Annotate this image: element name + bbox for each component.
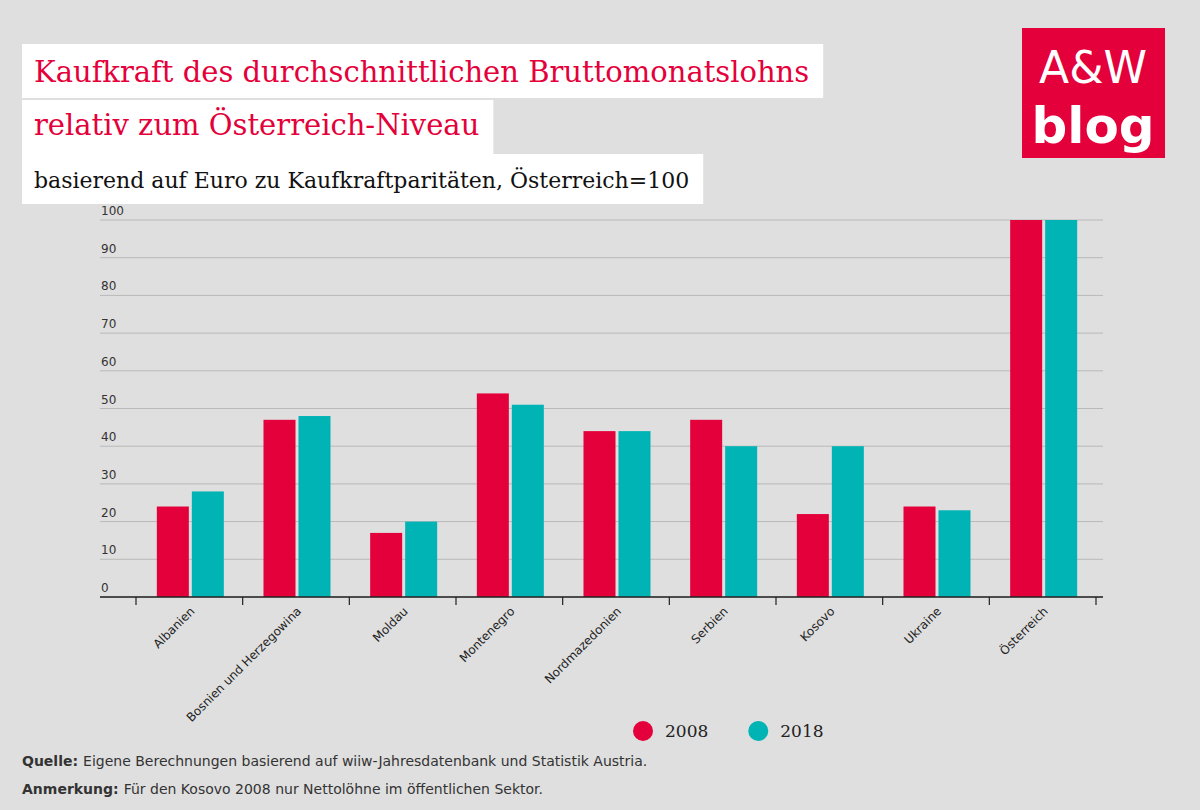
y-tick-label: 70 xyxy=(101,317,116,331)
note-text: Anmerkung: Für den Kosovo 2008 nur Nettol… xyxy=(22,781,543,797)
chart: Kaufkraft des durchschnittlichen Bruttom… xyxy=(0,0,1200,810)
x-tick xyxy=(562,597,563,605)
title-boxes xyxy=(22,44,823,204)
note-label: Anmerkung: xyxy=(22,781,119,797)
x-tick xyxy=(882,597,883,605)
x-tick xyxy=(455,597,456,605)
bar xyxy=(832,446,864,597)
subtitle: basierend auf Euro zu Kaufkraftparitäten… xyxy=(34,167,689,193)
grid-line xyxy=(100,408,1103,409)
bar xyxy=(477,393,509,597)
legend: 2008 2018 xyxy=(633,721,824,741)
legend-swatch xyxy=(633,721,653,741)
y-tick-label: 30 xyxy=(101,468,116,482)
bar xyxy=(299,416,331,597)
bar xyxy=(797,514,829,597)
x-axis-line xyxy=(100,596,1103,598)
x-tick xyxy=(1095,597,1096,605)
x-tick-label: Ukraine xyxy=(901,604,944,647)
source-label: Quelle: xyxy=(22,753,78,769)
x-tick-label: Albanien xyxy=(150,604,197,651)
logo-box xyxy=(1022,28,1165,158)
y-tick-label: 90 xyxy=(101,242,116,256)
bar xyxy=(192,491,224,597)
x-tick-label: Serbien xyxy=(688,604,730,646)
bar xyxy=(264,420,296,597)
grid-line xyxy=(100,295,1103,296)
bar xyxy=(725,446,757,597)
background xyxy=(0,0,1200,810)
x-tick xyxy=(775,597,776,605)
x-tick-label: Kosovo xyxy=(797,604,837,644)
grid-line xyxy=(100,220,1103,221)
x-tick xyxy=(349,597,350,605)
title-box xyxy=(22,100,493,154)
source-body: Eigene Berechnungen basierend auf wiiw-J… xyxy=(83,753,647,769)
x-tick-label: Moldau xyxy=(370,604,411,645)
x-tick xyxy=(242,597,243,605)
grid-line xyxy=(100,597,1103,598)
bar xyxy=(157,507,189,597)
note-body: Für den Kosovo 2008 nur Nettolöhne im öf… xyxy=(124,781,543,797)
x-axis: AlbanienBosnien und Herzegowina Moldau Mon… xyxy=(100,597,1103,725)
x-tick-label: Bosnien und Herzegowina xyxy=(184,604,304,724)
legend-label: 2018 xyxy=(780,721,823,741)
legend-label: 2008 xyxy=(665,721,708,741)
subtitle-box xyxy=(22,154,703,204)
logo-text: blog xyxy=(1031,97,1154,155)
title: Kaufkraft des durchschnittlichen Bruttom… xyxy=(34,55,809,89)
grid xyxy=(100,220,1103,597)
bar xyxy=(1045,220,1077,597)
y-tick-label: 20 xyxy=(101,506,116,520)
bar xyxy=(405,522,437,597)
y-tick-label: 50 xyxy=(101,393,116,407)
x-tick-label: Nordmazedonien xyxy=(542,604,624,686)
grid-line xyxy=(100,333,1103,334)
bar xyxy=(690,420,722,597)
bar xyxy=(619,431,651,597)
y-tick-label: 100 xyxy=(101,204,124,218)
x-tick xyxy=(989,597,990,605)
grid-line xyxy=(100,257,1103,258)
y-tick-label: 0 xyxy=(101,581,109,595)
bar xyxy=(584,431,616,597)
bar xyxy=(370,533,402,597)
legend-swatch xyxy=(748,721,768,741)
title-box xyxy=(22,44,823,98)
source-text: Quelle: Eigene Berechnungen basierend auf… xyxy=(22,753,647,769)
logo-text: A&W xyxy=(1039,42,1147,93)
y-tick-label: 80 xyxy=(101,279,116,293)
grid-line xyxy=(100,370,1103,371)
x-tick xyxy=(135,597,136,605)
bar xyxy=(904,507,936,597)
y-tick-label: 60 xyxy=(101,355,116,369)
bar xyxy=(1010,220,1042,597)
y-tick-label: 10 xyxy=(101,543,116,557)
x-tick-label: Österreich xyxy=(996,603,1051,658)
x-tick-label: Montenegro xyxy=(457,604,518,665)
bars xyxy=(157,220,1077,597)
bar xyxy=(939,510,971,597)
bar xyxy=(512,405,544,597)
x-tick xyxy=(669,597,670,605)
title: relativ zum Österreich-Niveau xyxy=(34,107,479,142)
y-tick-label: 40 xyxy=(101,430,116,444)
